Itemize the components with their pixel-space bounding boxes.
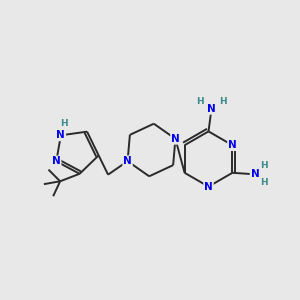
Text: H: H <box>196 97 204 106</box>
Text: N: N <box>171 134 180 144</box>
Text: H: H <box>260 161 268 170</box>
Text: H: H <box>60 119 68 128</box>
Text: H: H <box>260 178 268 187</box>
Text: N: N <box>207 104 216 114</box>
Text: N: N <box>52 156 61 167</box>
Text: N: N <box>204 182 213 192</box>
Text: N: N <box>250 169 259 179</box>
Text: N: N <box>123 156 132 166</box>
Text: N: N <box>56 130 65 140</box>
Text: H: H <box>219 97 227 106</box>
Text: N: N <box>228 140 237 150</box>
